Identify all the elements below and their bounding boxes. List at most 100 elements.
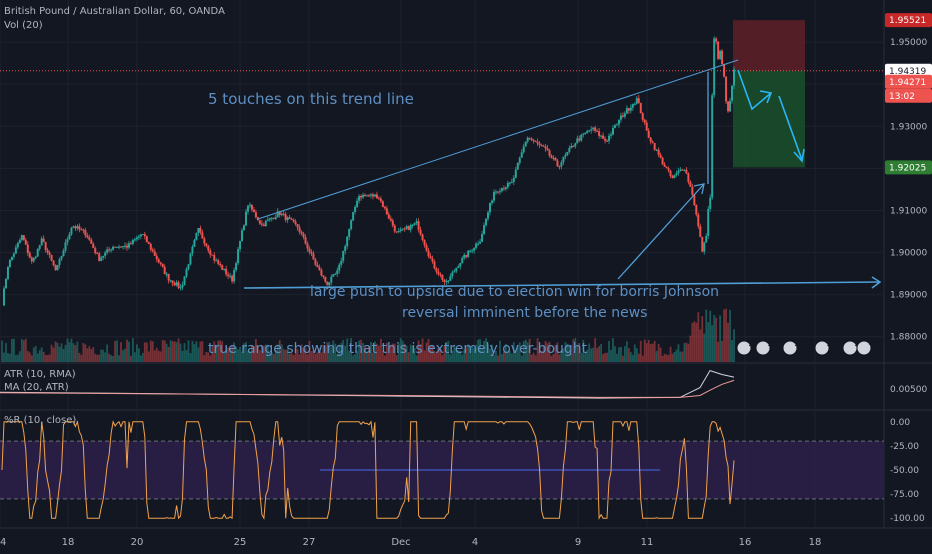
candle-body: [713, 38, 716, 96]
candle-body: [161, 263, 164, 267]
candle-body: [639, 102, 642, 114]
candle-body: [711, 95, 714, 198]
candle-body: [205, 243, 208, 247]
push-annotation[interactable]: large push to upside due to election win…: [310, 284, 720, 300]
volume-bar: [544, 340, 547, 362]
candle-body: [66, 239, 69, 243]
volume-bar: [106, 344, 109, 362]
candle-body: [701, 237, 704, 252]
candle-body: [245, 211, 247, 226]
volume-bar: [449, 354, 452, 362]
true-range-annotation[interactable]: true range showing that this is extremel…: [208, 341, 588, 357]
volume-bar: [312, 350, 315, 362]
time-axis[interactable]: 14 18 20 25 27 Dec 4 9 11 16 18: [0, 537, 821, 548]
volume-bar: [237, 349, 239, 362]
price-candles: [2, 36, 735, 306]
volume-bar: [201, 341, 204, 362]
candle-body: [629, 107, 632, 111]
candle-body: [580, 134, 583, 141]
volume-bar: [175, 342, 178, 362]
candle-body: [633, 103, 636, 105]
candle-body: [324, 276, 327, 282]
candle-body: [141, 234, 144, 236]
candle-body: [554, 158, 557, 161]
candle-body: [590, 129, 593, 131]
volume-bar: [627, 348, 630, 362]
volume-bar: [721, 340, 723, 362]
touches-annotation[interactable]: 5 touches on this trend line: [208, 90, 414, 108]
candle-body: [181, 284, 184, 288]
candle-body: [129, 243, 132, 245]
volume-bar: [78, 352, 81, 362]
volume-bar: [213, 341, 216, 362]
candle-body: [282, 213, 285, 215]
volume-bar: [282, 348, 285, 362]
candle-body: [528, 137, 531, 139]
candle-body: [300, 231, 303, 234]
volume-bar: [32, 347, 35, 362]
candle-body: [246, 205, 249, 212]
atr-indicator-label[interactable]: ATR (10, RMA): [4, 369, 76, 380]
volume-bar: [342, 339, 345, 362]
volume-bar: [679, 351, 682, 362]
volume-bar: [542, 346, 545, 362]
candle-body: [274, 216, 277, 219]
candle-body: [227, 274, 230, 277]
volume-bar: [86, 348, 89, 362]
volume-bar: [550, 355, 553, 362]
candle-body: [611, 127, 614, 135]
candle-body: [219, 263, 222, 266]
chart-drawings[interactable]: [243, 59, 882, 289]
symbol-title[interactable]: British Pound / Australian Dollar, 60, O…: [4, 6, 225, 17]
candle-body: [159, 262, 162, 264]
atr-ma-label[interactable]: MA (20, ATR): [4, 382, 69, 393]
volume-bar: [687, 343, 690, 362]
candle-body: [278, 211, 281, 215]
candle-body: [12, 253, 15, 257]
event-flag-icon: [856, 340, 872, 356]
volume-bar: [243, 343, 245, 362]
candle-body: [185, 268, 188, 277]
candle-body: [548, 150, 551, 156]
volume-bar: [520, 355, 523, 362]
event-flag-icon: [736, 340, 752, 356]
volume-bar: [320, 352, 323, 362]
candle-body: [326, 281, 329, 286]
candle-body: [423, 240, 426, 246]
volume-bar: [130, 355, 132, 362]
candle-body: [506, 182, 509, 188]
williams-r-label[interactable]: %R (10, close): [4, 415, 77, 426]
take-profit-zone: [733, 70, 805, 168]
volume-bar: [663, 353, 666, 362]
candle-body: [183, 276, 186, 285]
candle-body: [248, 204, 251, 206]
volume-bar: [506, 352, 509, 362]
volume-bar: [554, 344, 557, 362]
volume-indicator-label[interactable]: Vol (20): [4, 20, 43, 31]
candle-body: [576, 138, 579, 144]
candle-body: [135, 237, 138, 240]
candle-body: [310, 251, 313, 254]
volume-bar: [76, 341, 79, 362]
candle-body: [715, 38, 718, 42]
reversal-annotation[interactable]: reversal imminent before the news: [402, 305, 648, 321]
volume-bar: [395, 355, 398, 362]
candle-body: [98, 253, 101, 261]
candle-body: [502, 188, 505, 190]
candle-body: [260, 223, 263, 225]
candle-body: [280, 213, 283, 215]
volume-bar: [310, 351, 313, 362]
candle-body: [627, 108, 630, 111]
volume-bar: [324, 345, 327, 362]
candle-body: [395, 231, 398, 233]
volume-bar: [229, 349, 232, 362]
candle-body: [215, 260, 218, 262]
candle-body: [389, 218, 392, 221]
volume-bar: [461, 354, 464, 362]
price-tick-label: 1.89000: [890, 291, 927, 301]
volume-bar: [245, 342, 247, 362]
volume-bar: [205, 351, 208, 362]
candle-body: [463, 254, 466, 258]
